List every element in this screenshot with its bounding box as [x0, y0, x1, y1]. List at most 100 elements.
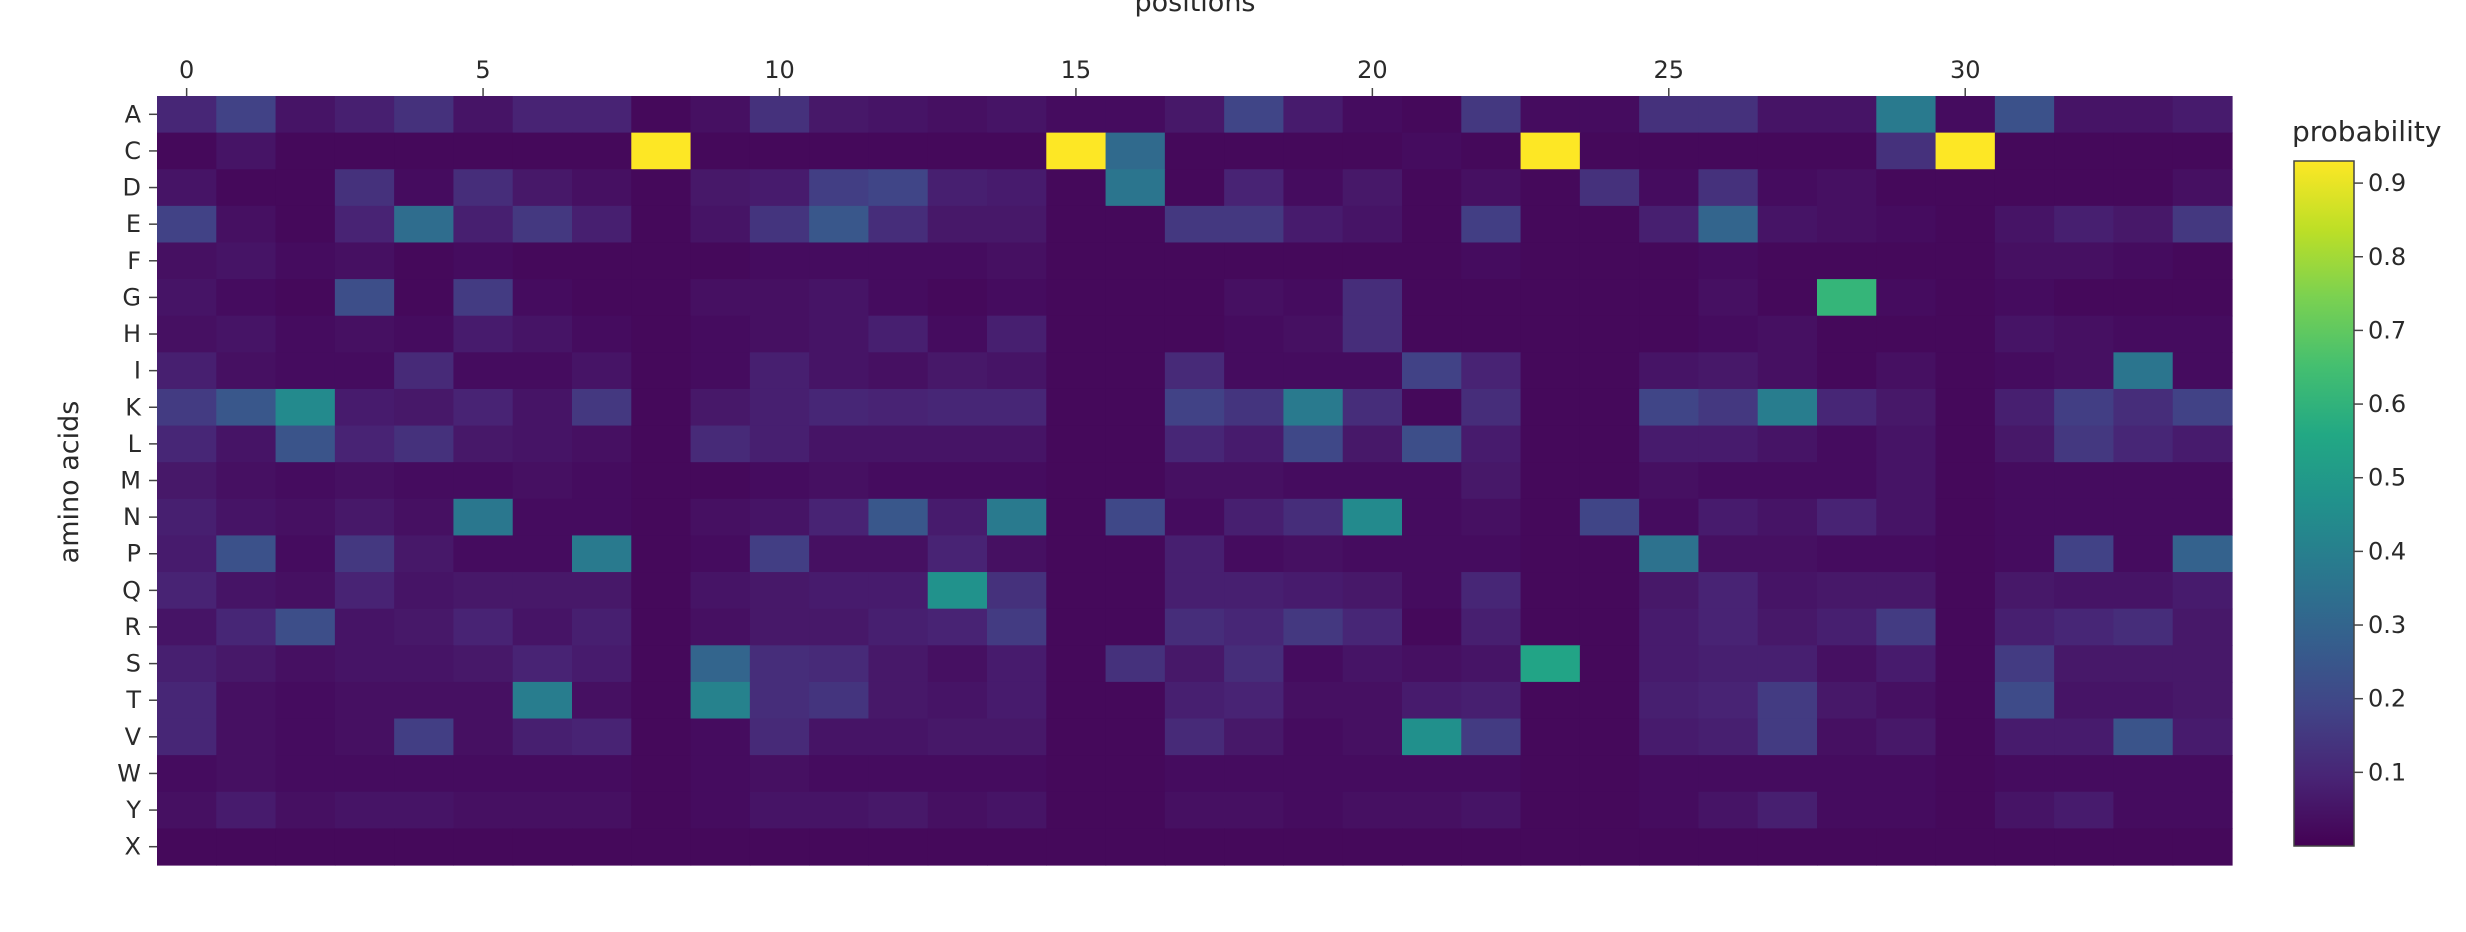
heatmap-cell	[690, 315, 751, 353]
heatmap-cell	[1402, 96, 1462, 134]
heatmap-cell	[275, 169, 336, 207]
heatmap-cell	[1757, 718, 1818, 756]
heatmap-cell	[1520, 352, 1581, 390]
heatmap-cell	[631, 315, 692, 353]
heatmap-cell	[1935, 828, 1996, 866]
y-tick-label: C	[124, 137, 141, 165]
heatmap-cell	[275, 279, 336, 317]
heatmap-cell	[394, 96, 455, 134]
heatmap-cell	[1342, 572, 1403, 610]
heatmap-cell	[1876, 205, 1937, 244]
heatmap-cell	[2172, 279, 2233, 317]
heatmap-cell	[157, 205, 217, 244]
heatmap-cell	[1520, 169, 1581, 207]
y-tick-label: S	[126, 650, 141, 678]
heatmap-cell	[572, 645, 632, 683]
heatmap-cell	[1105, 132, 1166, 170]
heatmap-cell	[1817, 608, 1877, 646]
heatmap-cell	[2113, 755, 2174, 793]
colorbar-tick-label: 0.8	[2368, 243, 2406, 271]
heatmap-cell	[453, 242, 514, 280]
heatmap-cell	[631, 169, 692, 207]
heatmap-cell	[1046, 388, 1107, 427]
heatmap-cell	[1757, 132, 1818, 170]
heatmap-cell	[512, 535, 573, 573]
heatmap-cell	[1520, 681, 1581, 720]
y-tick-label: F	[127, 247, 141, 275]
heatmap-cell	[1402, 498, 1462, 537]
heatmap-cell	[216, 498, 277, 537]
heatmap-cell	[572, 608, 632, 646]
heatmap-cell	[512, 462, 573, 500]
heatmap-cell	[572, 352, 632, 390]
heatmap-cell	[1994, 96, 2055, 134]
heatmap-cell	[453, 755, 514, 793]
heatmap-cell	[1698, 718, 1759, 756]
heatmap-cell	[690, 279, 751, 317]
heatmap-cell	[1876, 132, 1937, 170]
heatmap-cell	[1757, 96, 1818, 134]
heatmap-cell	[2054, 645, 2115, 683]
heatmap-cell	[1579, 645, 1640, 683]
y-tick-label: D	[123, 174, 141, 202]
heatmap-cell	[453, 132, 514, 170]
heatmap-cell	[1283, 425, 1344, 463]
heatmap-cell	[334, 608, 395, 646]
heatmap-cell	[927, 315, 988, 353]
heatmap-cell	[1046, 535, 1107, 573]
heatmap-cell	[1876, 572, 1937, 610]
heatmap-cell	[512, 132, 573, 170]
heatmap-cell	[1402, 388, 1462, 427]
heatmap-cell	[1876, 608, 1937, 646]
heatmap-cell	[868, 681, 929, 720]
heatmap-cell	[987, 535, 1047, 573]
x-tick-label: 30	[1950, 56, 1981, 84]
heatmap-cell	[868, 608, 929, 646]
heatmap-cell	[1698, 498, 1759, 537]
heatmap-cell	[1639, 388, 1700, 427]
heatmap-cell	[1994, 242, 2055, 280]
heatmap-cell	[1935, 352, 1996, 390]
heatmap-cell	[868, 205, 929, 244]
heatmap-cell	[1342, 169, 1403, 207]
heatmap-cell	[572, 388, 632, 427]
heatmap-cell	[512, 828, 573, 866]
heatmap-cell	[394, 498, 455, 537]
heatmap-cell	[631, 535, 692, 573]
heatmap-cell	[1994, 828, 2055, 866]
heatmap-cell	[394, 132, 455, 170]
heatmap-cell	[275, 242, 336, 280]
heatmap-cell	[2113, 96, 2174, 134]
heatmap-cell	[157, 572, 217, 610]
heatmap-cell	[275, 498, 336, 537]
heatmap-cell	[2054, 279, 2115, 317]
heatmap-cell	[868, 755, 929, 793]
x-tick-label: 10	[764, 56, 795, 84]
heatmap-cell	[1639, 425, 1700, 463]
heatmap-cell	[1461, 279, 1522, 317]
heatmap-cell	[1224, 828, 1285, 866]
heatmap-cell	[1579, 572, 1640, 610]
heatmap-cell	[1520, 279, 1581, 317]
heatmap-cell	[1461, 681, 1522, 720]
heatmap-cell	[1817, 791, 1877, 829]
heatmap-cell	[1461, 535, 1522, 573]
heatmap-cell	[1224, 169, 1285, 207]
heatmap-cell	[1402, 205, 1462, 244]
heatmap-cell	[809, 681, 870, 720]
heatmap-cell	[1164, 242, 1225, 280]
heatmap-cell	[157, 828, 217, 866]
heatmap-cell	[334, 791, 395, 829]
heatmap-cell	[216, 535, 277, 573]
heatmap-cell	[2054, 169, 2115, 207]
heatmap-cell	[927, 388, 988, 427]
heatmap-cell	[1579, 279, 1640, 317]
heatmap-cell	[631, 96, 692, 134]
heatmap-cell	[1639, 279, 1700, 317]
heatmap-cell	[2113, 718, 2174, 756]
heatmap-cell	[927, 718, 988, 756]
heatmap-cell	[1757, 608, 1818, 646]
heatmap-cell	[1994, 279, 2055, 317]
y-tick-label: R	[124, 613, 141, 641]
heatmap-cell	[1461, 242, 1522, 280]
